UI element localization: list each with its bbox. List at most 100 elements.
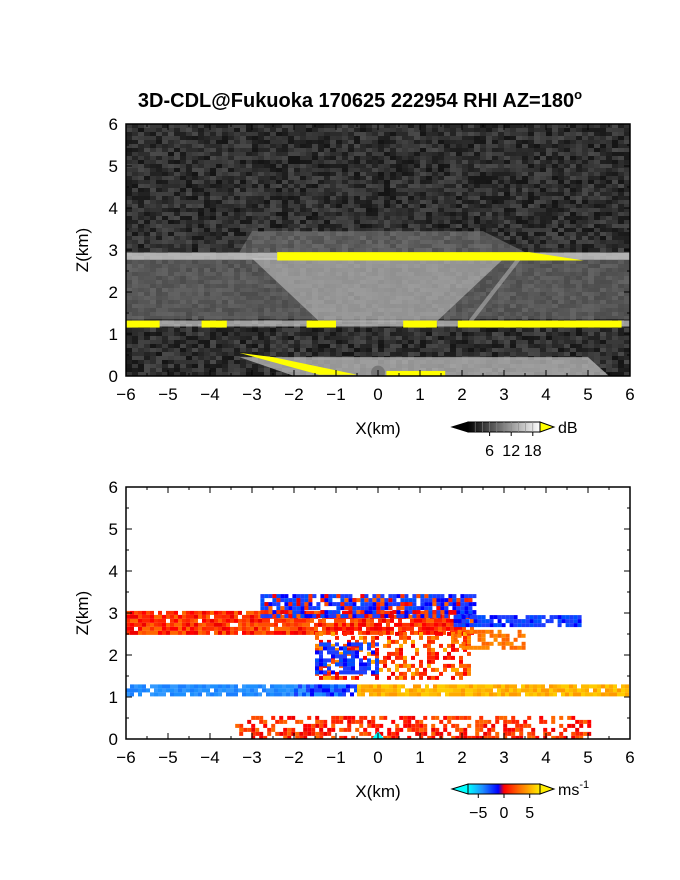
noise-cell [498, 220, 504, 224]
noise-cell [582, 188, 588, 192]
noise-cell [276, 168, 282, 172]
noise-cell [264, 328, 270, 332]
noise-cell [330, 132, 336, 136]
noise-cell [510, 164, 516, 168]
noise-cell [300, 344, 306, 348]
noise-cell [138, 336, 144, 340]
noise-cell [510, 332, 516, 336]
noise-cell [330, 212, 336, 216]
noise-cell [222, 328, 228, 332]
noise-cell [516, 168, 522, 172]
noise-cell [324, 148, 330, 152]
noise-cell [402, 204, 408, 208]
noise-cell [444, 348, 450, 352]
noise-cell [444, 168, 450, 172]
noise-cell [576, 208, 582, 212]
noise-cell [492, 136, 498, 140]
noise-cell [282, 196, 288, 200]
noise-cell [216, 244, 222, 248]
noise-cell [312, 348, 318, 352]
noise-cell [288, 160, 294, 164]
noise-cell [234, 212, 240, 216]
noise-cell [426, 172, 432, 176]
noise-cell [252, 220, 258, 224]
noise-cell [150, 208, 156, 212]
noise-cell [186, 220, 192, 224]
noise-cell [378, 168, 384, 172]
noise-cell [408, 352, 414, 356]
noise-cell [474, 340, 480, 344]
noise-cell [258, 188, 264, 192]
noise-cell [618, 128, 624, 132]
noise-cell [282, 348, 288, 352]
noise-cell [168, 132, 174, 136]
noise-cell [600, 172, 606, 176]
noise-cell [306, 176, 312, 180]
noise-cell [396, 216, 402, 220]
noise-cell [162, 172, 168, 176]
noise-cell [606, 328, 612, 332]
noise-cell [402, 176, 408, 180]
noise-cell [270, 200, 276, 204]
noise-cell [540, 184, 546, 188]
noise-cell [552, 188, 558, 192]
noise-cell [258, 124, 264, 128]
noise-cell [168, 156, 174, 160]
noise-cell [552, 248, 558, 252]
noise-cell [180, 144, 186, 148]
noise-cell [420, 328, 426, 332]
noise-cell [162, 224, 168, 228]
noise-cell [588, 144, 594, 148]
noise-cell [366, 196, 372, 200]
noise-cell [402, 340, 408, 344]
noise-cell [510, 160, 516, 164]
noise-cell [222, 136, 228, 140]
noise-cell [150, 184, 156, 188]
noise-cell [438, 328, 444, 332]
noise-cell [192, 136, 198, 140]
noise-cell [480, 128, 486, 132]
noise-cell [516, 212, 522, 216]
noise-cell [450, 224, 456, 228]
noise-cell [306, 164, 312, 168]
noise-cell [258, 212, 264, 216]
noise-cell [408, 168, 414, 172]
noise-cell [426, 212, 432, 216]
noise-cell [168, 212, 174, 216]
noise-cell [546, 220, 552, 224]
noise-cell [210, 212, 216, 216]
noise-cell [294, 340, 300, 344]
noise-cell [456, 188, 462, 192]
noise-cell [552, 240, 558, 244]
noise-cell [540, 136, 546, 140]
noise-cell [558, 208, 564, 212]
noise-cell [282, 204, 288, 208]
noise-cell [468, 212, 474, 216]
noise-cell [234, 204, 240, 208]
noise-cell [594, 200, 600, 204]
noise-cell [174, 124, 180, 128]
noise-cell [612, 208, 618, 212]
noise-cell [270, 148, 276, 152]
noise-cell [510, 184, 516, 188]
noise-cell [282, 164, 288, 168]
noise-cell [498, 148, 504, 152]
noise-cell [162, 148, 168, 152]
noise-cell [222, 192, 228, 196]
noise-cell [288, 344, 294, 348]
noise-cell [438, 192, 444, 196]
noise-cell [204, 240, 210, 244]
noise-cell [300, 212, 306, 216]
noise-cell [480, 180, 486, 184]
noise-cell [438, 156, 444, 160]
noise-cell [192, 156, 198, 160]
noise-cell [564, 232, 570, 236]
noise-cell [126, 128, 132, 132]
noise-cell [444, 336, 450, 340]
noise-cell [216, 360, 222, 364]
noise-cell [282, 184, 288, 188]
noise-cell [462, 132, 468, 136]
noise-cell [372, 192, 378, 196]
noise-cell [198, 148, 204, 152]
noise-cell [276, 352, 282, 356]
